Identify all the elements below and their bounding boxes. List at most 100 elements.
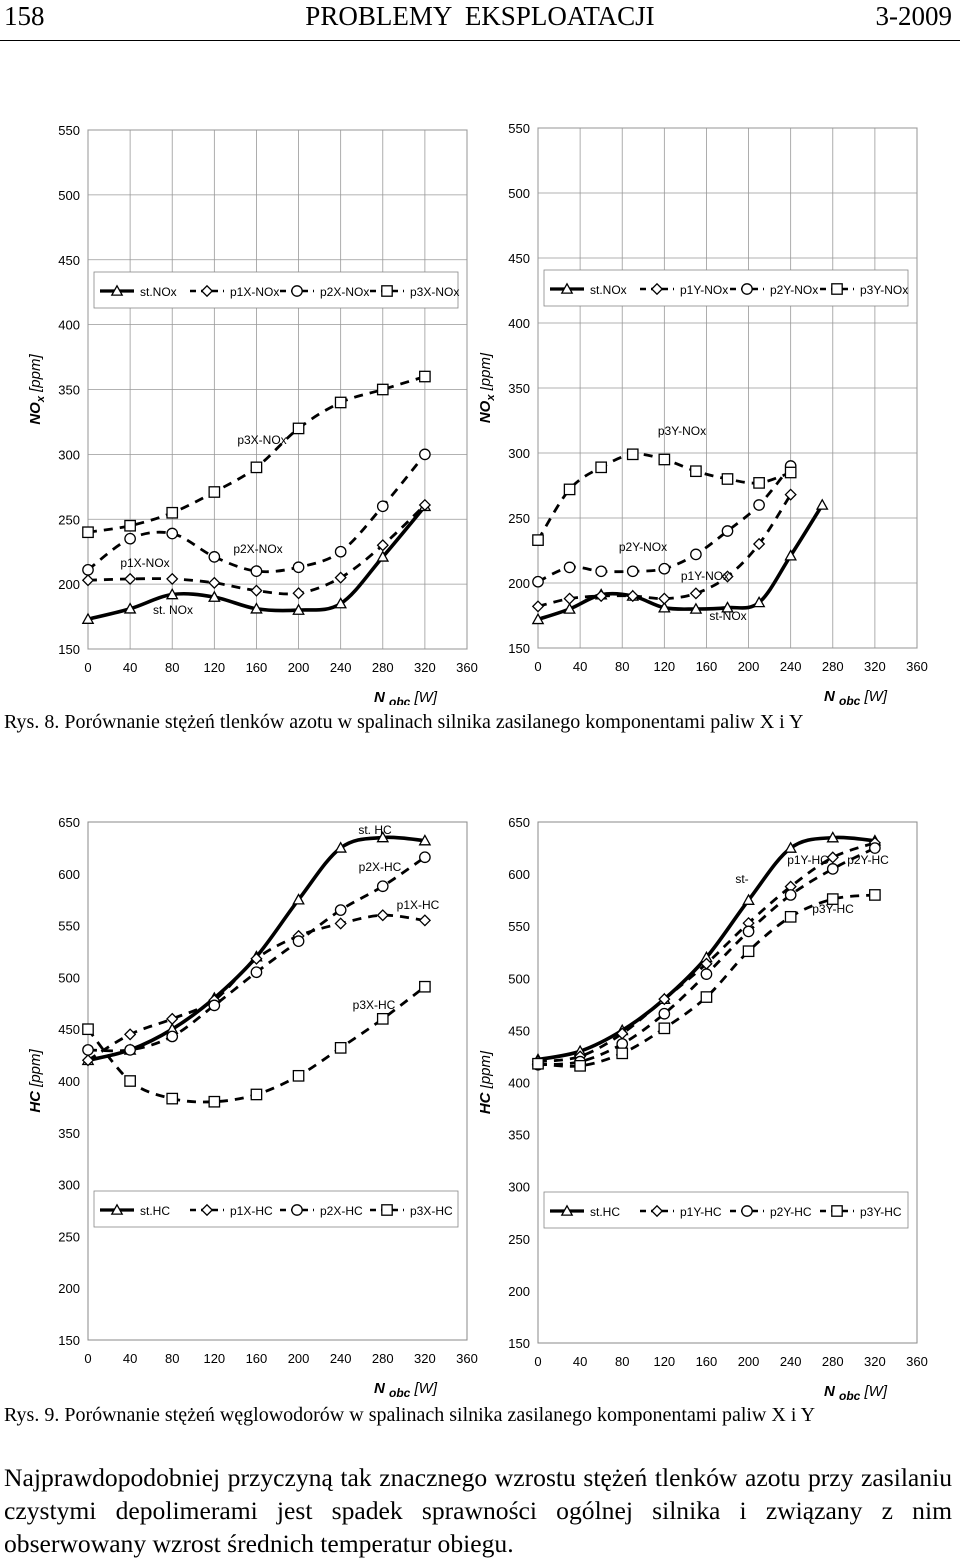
y-tick-label: 450	[58, 253, 80, 268]
legend-marker	[650, 1204, 664, 1218]
x-tick-label: 80	[165, 660, 179, 675]
y-tick-label: 400	[508, 1076, 530, 1091]
y-tick-label: 250	[508, 1232, 530, 1247]
body-paragraph: Najprawdopodobniej przyczyną tak znaczne…	[4, 1463, 952, 1558]
y-tick-label: 600	[58, 867, 80, 882]
data-point	[721, 525, 734, 537]
y-tick-label: 250	[508, 511, 530, 526]
legend-marker	[200, 284, 214, 298]
issue-number: 3-2009	[875, 1, 953, 31]
y-tick-label: 550	[508, 919, 530, 934]
x-tick-label: 320	[414, 1351, 436, 1366]
data-point	[82, 1044, 94, 1056]
data-point	[208, 551, 221, 563]
data-point	[752, 537, 766, 551]
plot-area	[87, 821, 468, 1341]
data-point	[742, 893, 755, 905]
data-point	[595, 589, 608, 603]
y-axis-label: NOx [ppm]	[27, 354, 47, 425]
y-tick-label: 450	[508, 251, 530, 266]
data-point	[124, 519, 136, 532]
y-tick-label: 150	[508, 1336, 530, 1351]
data-point	[419, 980, 431, 993]
data-point	[784, 488, 797, 501]
legend-marker	[200, 1203, 214, 1217]
x-tick-label: 120	[653, 1354, 675, 1369]
data-point	[419, 851, 431, 864]
y-tick-label: 650	[58, 815, 80, 830]
data-point	[616, 1047, 629, 1060]
data-point	[166, 1012, 179, 1025]
data-point	[250, 584, 263, 597]
y-tick-label: 150	[58, 642, 80, 657]
data-point	[334, 1041, 347, 1054]
legend-label: p3Y-HC	[860, 1205, 902, 1219]
x-tick-label: 0	[84, 1351, 91, 1366]
y-tick-label: 300	[508, 1180, 530, 1195]
data-point	[689, 587, 703, 600]
y-tick-label: 500	[58, 970, 80, 985]
x-tick-label: 160	[246, 1351, 268, 1366]
legend-label: p1X-HC	[230, 1204, 273, 1218]
series-annotation: p2Y-NOx	[619, 540, 667, 554]
y-tick-label: 350	[58, 383, 80, 398]
data-point	[419, 448, 431, 461]
y-tick-label: 450	[58, 1022, 80, 1037]
x-tick-label: 0	[534, 659, 541, 674]
data-point	[721, 601, 734, 613]
series-annotation: st. HC	[358, 823, 392, 837]
data-point	[250, 1088, 263, 1101]
data-point	[721, 473, 734, 485]
series-line	[87, 913, 426, 1062]
data-point	[531, 612, 545, 625]
data-point	[376, 383, 389, 396]
series-annotation: p1X-HC	[397, 898, 440, 912]
x-tick-label: 320	[864, 1354, 886, 1369]
legend-marker	[560, 282, 574, 294]
y-tick-label: 150	[508, 641, 530, 656]
data-point	[81, 612, 95, 624]
series-annotation: p1X-NOx	[120, 556, 169, 570]
y-tick-label: 400	[58, 318, 80, 333]
data-point	[208, 590, 221, 602]
x-tick-label: 360	[906, 659, 928, 674]
y-tick-label: 200	[508, 576, 530, 591]
data-point	[595, 565, 608, 578]
data-point	[784, 889, 797, 901]
data-point	[658, 592, 671, 605]
y-tick-label: 550	[58, 123, 80, 138]
y-tick-label: 200	[58, 577, 80, 592]
series-annotation: st. NOx	[153, 603, 193, 617]
y-tick-label: 300	[58, 447, 80, 462]
data-point	[82, 526, 94, 539]
x-tick-label: 240	[330, 660, 352, 675]
data-point	[658, 453, 671, 466]
data-point	[658, 562, 671, 575]
series-annotation: p2Y-HC	[847, 853, 889, 867]
data-point	[626, 565, 639, 578]
x-tick-label: 360	[456, 660, 478, 675]
data-point	[418, 498, 432, 512]
data-point	[208, 576, 221, 589]
data-point	[532, 575, 544, 588]
legend-label: p3Y-NOx	[860, 283, 908, 297]
x-tick-label: 0	[534, 1354, 541, 1369]
data-point	[292, 561, 305, 574]
legend-label: st.NOx	[140, 285, 177, 299]
legend-label: st.HC	[140, 1204, 170, 1218]
x-tick-label: 40	[123, 660, 137, 675]
x-tick-label: 200	[288, 1351, 310, 1366]
data-point	[532, 534, 544, 546]
y-tick-label: 550	[58, 919, 80, 934]
data-point	[418, 914, 432, 927]
page-number: 158	[4, 1, 45, 31]
data-point	[124, 1075, 136, 1087]
data-point	[826, 863, 839, 875]
data-point	[250, 952, 263, 965]
data-point	[208, 486, 221, 498]
x-tick-label: 200	[738, 659, 760, 674]
x-tick-label: 40	[123, 1351, 137, 1366]
data-point	[81, 1054, 95, 1067]
data-point	[700, 968, 713, 980]
